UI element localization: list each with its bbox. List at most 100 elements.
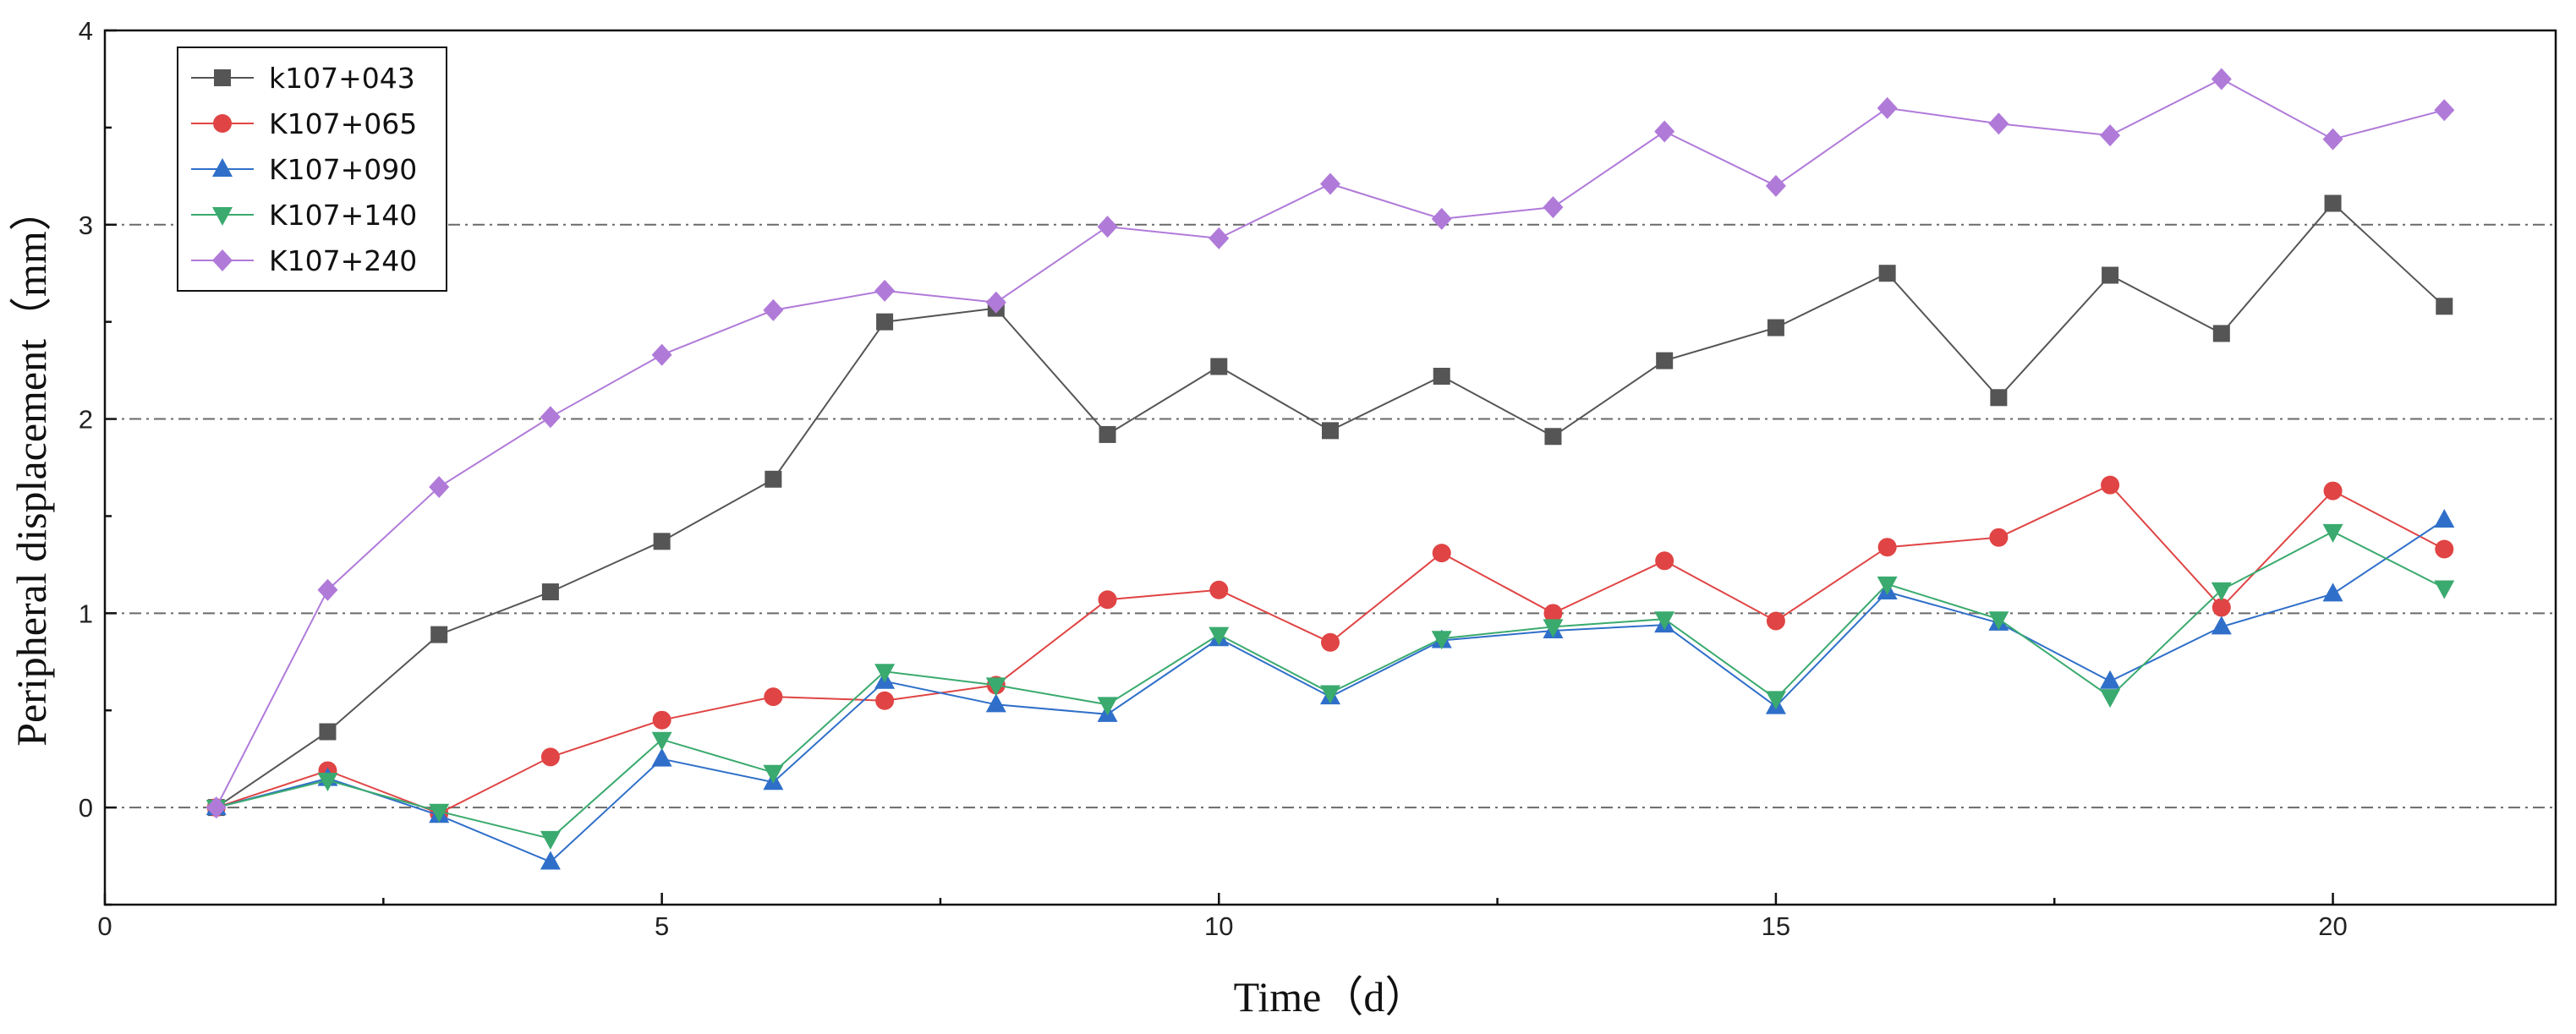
legend-marker-K107+140: [212, 207, 233, 226]
data-point-K107+065-20: [2323, 481, 2343, 501]
data-point-K107+140-9: [1097, 697, 1118, 716]
data-point-K107+090-5: [651, 747, 672, 767]
data-point-K107+140-8: [985, 677, 1006, 697]
x-axis-title: Time（d）: [1234, 973, 1428, 1020]
legend-label-K107+065: K107+065: [269, 107, 417, 140]
data-point-k107+043-6: [765, 470, 782, 488]
data-point-K107+090-19: [2211, 615, 2232, 635]
data-point-K107+240-4: [540, 406, 561, 429]
data-point-K107+240-21: [2434, 99, 2455, 122]
data-point-k107+043-15: [1767, 319, 1784, 336]
legend-marker-k107+043: [214, 69, 231, 86]
data-point-K107+240-12: [1431, 207, 1452, 230]
data-point-K107+240-7: [874, 279, 896, 302]
data-point-K107+090-21: [2434, 509, 2455, 528]
data-point-K107+140-14: [1654, 611, 1675, 631]
data-point-k107+043-13: [1544, 428, 1562, 446]
x-tick-label: 5: [655, 911, 669, 941]
data-point-k107+043-17: [1990, 389, 2008, 407]
data-point-k107+043-16: [1878, 265, 1896, 282]
data-point-K107+140-6: [763, 764, 784, 784]
data-point-k107+043-7: [876, 313, 894, 331]
series-K107+140: [206, 523, 2455, 850]
x-tick-label: 0: [97, 911, 112, 941]
x-tick-label: 15: [1762, 911, 1790, 941]
data-point-K107+065-9: [1098, 590, 1117, 610]
y-axis-title: Peripheral displacement（mm）: [8, 189, 55, 747]
data-point-K107+240-15: [1765, 174, 1786, 197]
data-point-k107+043-12: [1433, 368, 1450, 386]
data-point-K107+140-19: [2211, 582, 2232, 601]
data-point-K107+240-20: [2322, 128, 2343, 150]
data-point-K107+140-11: [1320, 685, 1340, 704]
data-point-K107+240-9: [1097, 216, 1118, 238]
data-point-K107+140-4: [540, 830, 561, 850]
data-point-k107+043-18: [2102, 266, 2119, 284]
data-point-K107+140-21: [2434, 580, 2455, 599]
data-point-K107+065-19: [2212, 598, 2231, 617]
data-point-K107+240-3: [429, 475, 450, 498]
data-point-K107+065-18: [2101, 475, 2120, 495]
data-point-k107+043-3: [430, 626, 448, 643]
data-point-K107+140-20: [2322, 523, 2343, 543]
data-point-K107+065-12: [1432, 544, 1451, 563]
data-point-k107+043-5: [653, 533, 671, 550]
data-point-K107+065-16: [1877, 538, 1897, 557]
data-point-K107+240-13: [1543, 196, 1564, 219]
x-tick-label: 10: [1204, 911, 1233, 941]
data-point-K107+240-8: [985, 291, 1006, 314]
axis-ticks: 0 5 10 15 20 0 1 2 3 4: [79, 16, 2348, 941]
data-point-k107+043-9: [1099, 425, 1116, 443]
legend-label-K107+090: K107+090: [269, 153, 417, 186]
data-point-k107+043-2: [319, 723, 337, 741]
y-tick-label: 3: [79, 211, 93, 240]
series-K107+240: [206, 68, 2455, 819]
data-point-K107+065-13: [1543, 604, 1563, 623]
legend-marker-K107+065: [213, 114, 232, 133]
data-point-K107+140-10: [1209, 626, 1230, 646]
legend-marker-K107+090: [212, 158, 233, 177]
data-point-K107+140-16: [1877, 576, 1898, 595]
data-point-k107+043-19: [2212, 325, 2230, 342]
series-line-k107+043: [216, 202, 2445, 808]
legend: k107+043 K107+065 K107+090 K107+140 K107+240: [177, 47, 447, 292]
data-point-K107+240-11: [1320, 172, 1340, 195]
data-point-K107+065-17: [1989, 528, 2009, 547]
data-point-K107+140-3: [429, 803, 450, 823]
y-tick-label: 2: [79, 405, 93, 435]
data-point-k107+043-10: [1210, 358, 1228, 375]
legend-label-K107+140: K107+140: [269, 199, 417, 232]
data-point-k107+043-21: [2436, 298, 2453, 315]
data-point-K107+140-13: [1543, 619, 1564, 638]
data-point-K107+240-2: [317, 578, 338, 601]
data-point-K107+140-15: [1765, 691, 1786, 710]
data-point-K107+065-4: [540, 747, 560, 767]
data-point-K107+140-18: [2100, 689, 2121, 708]
data-point-K107+065-6: [764, 687, 783, 707]
data-point-K107+140-2: [317, 772, 338, 791]
data-point-K107+140-7: [874, 664, 896, 683]
gridlines: [105, 223, 2556, 809]
x-tick-label: 20: [2318, 911, 2347, 941]
data-point-k107+043-20: [2324, 194, 2342, 212]
data-point-K107+240-10: [1209, 227, 1230, 249]
data-point-K107+240-6: [763, 298, 784, 321]
data-point-K107+140-17: [1988, 611, 2009, 631]
data-point-k107+043-11: [1322, 422, 1339, 440]
data-point-K107+090-20: [2322, 583, 2343, 602]
data-point-K107+240-17: [1988, 112, 2009, 135]
y-tick-label: 0: [79, 793, 93, 823]
data-point-K107+065-11: [1321, 632, 1340, 652]
legend-label-K107+240: K107+240: [269, 244, 417, 277]
y-tick-label: 1: [79, 599, 93, 628]
plot-area-frame: [103, 29, 2557, 906]
legend-label-k107+043: k107+043: [269, 62, 415, 95]
data-point-K107+140-12: [1431, 631, 1452, 650]
data-point-K107+090-8: [985, 693, 1006, 713]
data-point-K107+090-4: [540, 851, 561, 870]
data-point-k107+043-14: [1656, 352, 1674, 369]
series-K107+065: [206, 475, 2454, 823]
legend-marker-K107+240: [212, 249, 233, 271]
y-tick-label: 4: [79, 16, 93, 46]
